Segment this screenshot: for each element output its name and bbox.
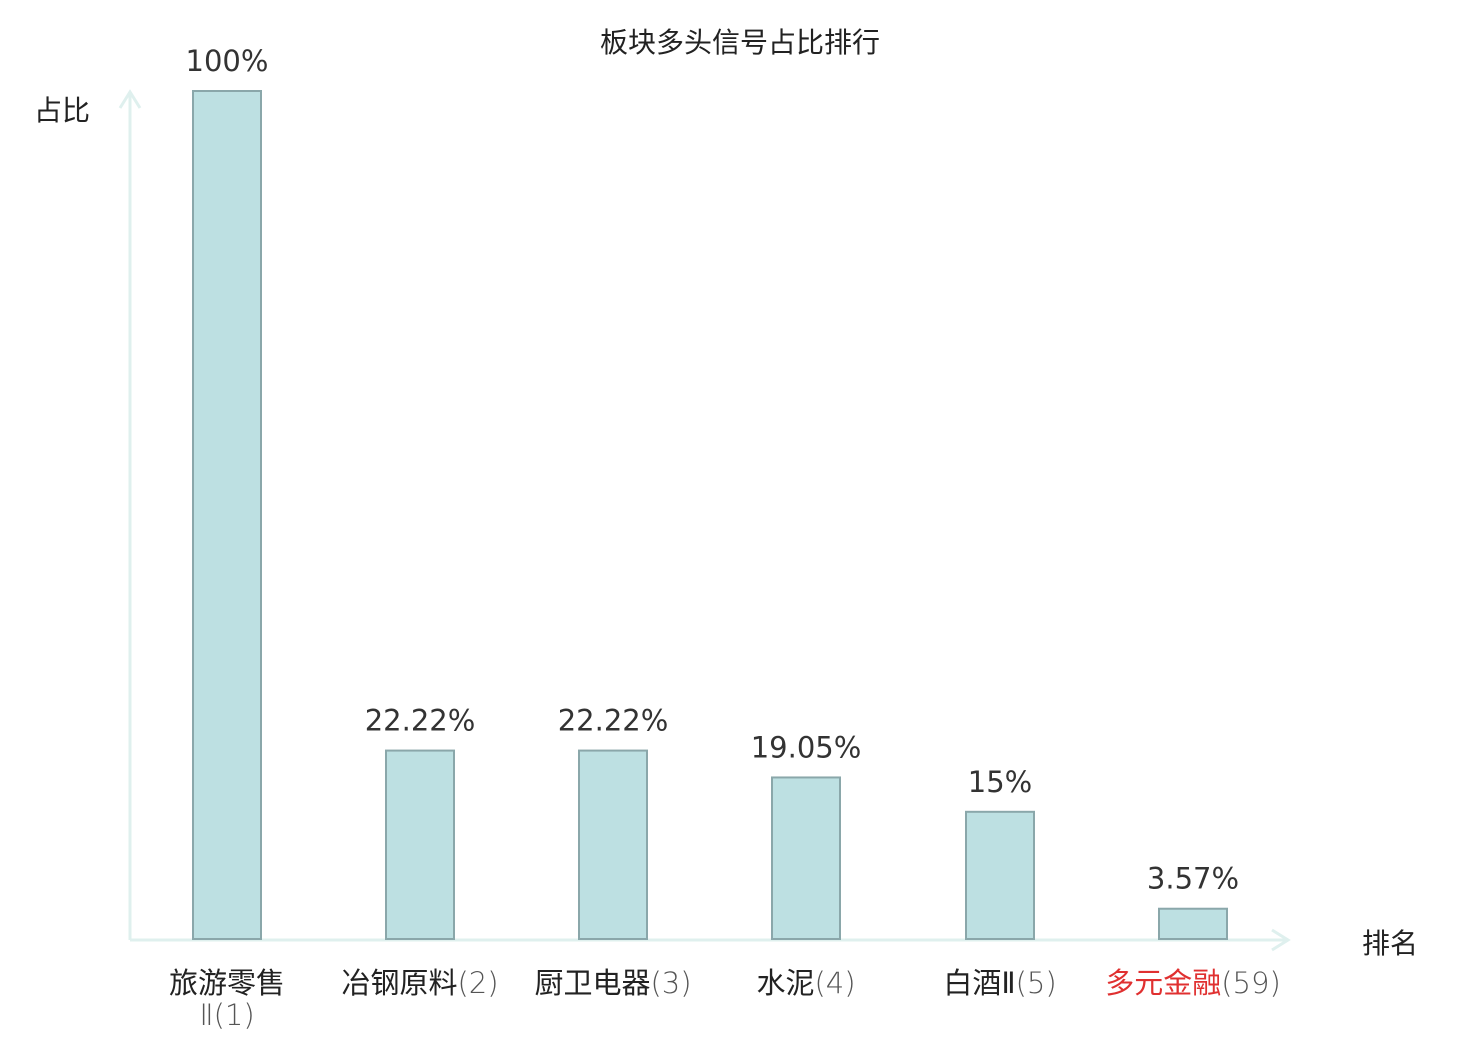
- bar-2: [385, 749, 455, 940]
- tick-label-name-2: 冶钢原料: [341, 966, 457, 1000]
- tick-label-rank-text-1: (1): [214, 998, 255, 1032]
- bar-4: [771, 776, 841, 940]
- value-label-1: 100%: [186, 44, 269, 78]
- tick-label-2: 冶钢原料(2): [341, 966, 498, 1000]
- tick-label-name-3: 厨卫电器: [534, 966, 650, 1000]
- tick-label-4: 水泥(4): [756, 966, 855, 1000]
- tick-label-rank-1: Ⅱ(1): [199, 998, 254, 1032]
- y-axis-arrow-icon: [118, 89, 142, 109]
- value-label-2: 22.22%: [365, 704, 476, 738]
- tick-label-3: 厨卫电器(3): [534, 966, 691, 1000]
- tick-label-name-rest-1: Ⅱ: [199, 998, 213, 1032]
- tick-label-rank-2: (2): [457, 966, 498, 1000]
- bar-3: [578, 749, 648, 940]
- bar-6: [1158, 907, 1228, 940]
- tick-label-name-6: 多元金融: [1105, 966, 1221, 1000]
- value-label-5: 15%: [968, 765, 1032, 799]
- value-label-3: 22.22%: [558, 704, 669, 738]
- tick-label-name-1: 旅游零售: [169, 966, 285, 1000]
- value-label-6: 3.57%: [1147, 862, 1239, 896]
- bar-5: [965, 810, 1035, 940]
- tick-label-name-5: 白酒Ⅱ: [943, 966, 1015, 1000]
- value-label-4: 19.05%: [751, 730, 862, 764]
- tick-label-rank-4: (4): [814, 966, 855, 1000]
- tick-label-rank-6: (59): [1221, 966, 1281, 1000]
- x-axis-label: 排名: [1362, 927, 1418, 960]
- y-axis-label: 占比: [34, 94, 90, 127]
- tick-label-5: 白酒Ⅱ(5): [943, 966, 1056, 1000]
- tick-label-1: 旅游零售: [169, 966, 285, 1000]
- chart-title: 板块多头信号占比排行: [600, 26, 880, 59]
- tick-label-rank-3: (3): [650, 966, 691, 1000]
- tick-label-6: 多元金融(59): [1105, 966, 1281, 1000]
- x-axis-arrow-icon: [1271, 928, 1291, 952]
- bar-1: [192, 90, 262, 940]
- tick-label-rank-5: (5): [1016, 966, 1057, 1000]
- tick-label-name-4: 水泥: [756, 966, 814, 1000]
